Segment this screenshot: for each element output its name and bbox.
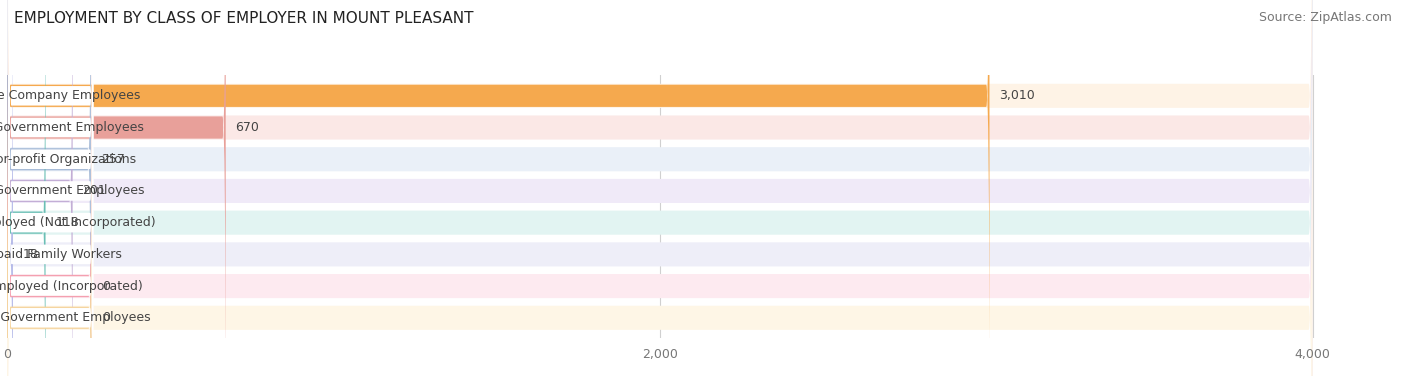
- Text: 3,010: 3,010: [1000, 89, 1035, 102]
- Text: 257: 257: [101, 153, 125, 166]
- FancyBboxPatch shape: [8, 0, 93, 376]
- FancyBboxPatch shape: [7, 0, 1313, 376]
- FancyBboxPatch shape: [7, 0, 1313, 376]
- Text: State Government Employees: State Government Employees: [0, 185, 145, 197]
- Text: Self-Employed (Not Incorporated): Self-Employed (Not Incorporated): [0, 216, 156, 229]
- Text: Self-Employed (Incorporated): Self-Employed (Incorporated): [0, 280, 142, 293]
- FancyBboxPatch shape: [7, 0, 73, 376]
- FancyBboxPatch shape: [8, 0, 93, 376]
- FancyBboxPatch shape: [7, 12, 91, 376]
- Text: 0: 0: [101, 311, 110, 324]
- FancyBboxPatch shape: [8, 0, 93, 376]
- FancyBboxPatch shape: [7, 0, 1313, 376]
- FancyBboxPatch shape: [7, 0, 226, 376]
- Text: Unpaid Family Workers: Unpaid Family Workers: [0, 248, 122, 261]
- FancyBboxPatch shape: [7, 0, 1313, 376]
- Text: EMPLOYMENT BY CLASS OF EMPLOYER IN MOUNT PLEASANT: EMPLOYMENT BY CLASS OF EMPLOYER IN MOUNT…: [14, 11, 474, 26]
- FancyBboxPatch shape: [7, 0, 1313, 376]
- Text: 0: 0: [101, 280, 110, 293]
- FancyBboxPatch shape: [8, 0, 93, 376]
- Text: Not-for-profit Organizations: Not-for-profit Organizations: [0, 153, 136, 166]
- FancyBboxPatch shape: [7, 0, 13, 376]
- Text: 201: 201: [83, 185, 107, 197]
- FancyBboxPatch shape: [7, 0, 1313, 376]
- Text: Federal Government Employees: Federal Government Employees: [0, 311, 150, 324]
- Text: Source: ZipAtlas.com: Source: ZipAtlas.com: [1258, 11, 1392, 24]
- FancyBboxPatch shape: [7, 0, 990, 376]
- FancyBboxPatch shape: [7, 0, 1313, 376]
- FancyBboxPatch shape: [7, 0, 1313, 376]
- FancyBboxPatch shape: [8, 0, 93, 371]
- FancyBboxPatch shape: [8, 42, 93, 376]
- Text: 18: 18: [22, 248, 38, 261]
- FancyBboxPatch shape: [7, 0, 91, 376]
- FancyBboxPatch shape: [8, 0, 93, 376]
- Text: 118: 118: [55, 216, 79, 229]
- FancyBboxPatch shape: [8, 11, 93, 376]
- Text: Local Government Employees: Local Government Employees: [0, 121, 145, 134]
- Text: Private Company Employees: Private Company Employees: [0, 89, 141, 102]
- FancyBboxPatch shape: [7, 0, 45, 376]
- Text: 670: 670: [235, 121, 259, 134]
- FancyBboxPatch shape: [7, 0, 91, 376]
